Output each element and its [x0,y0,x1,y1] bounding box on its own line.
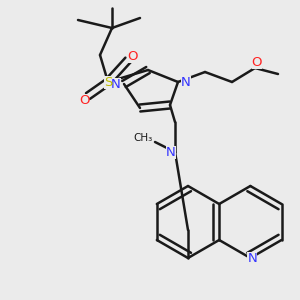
Text: N: N [111,77,121,91]
Text: N: N [166,146,176,158]
Text: O: O [79,94,89,106]
Text: O: O [127,50,137,62]
Text: S: S [104,76,112,88]
Text: N: N [248,251,257,265]
Text: CH₃: CH₃ [134,133,153,143]
Text: O: O [252,56,262,68]
Text: N: N [181,76,191,88]
